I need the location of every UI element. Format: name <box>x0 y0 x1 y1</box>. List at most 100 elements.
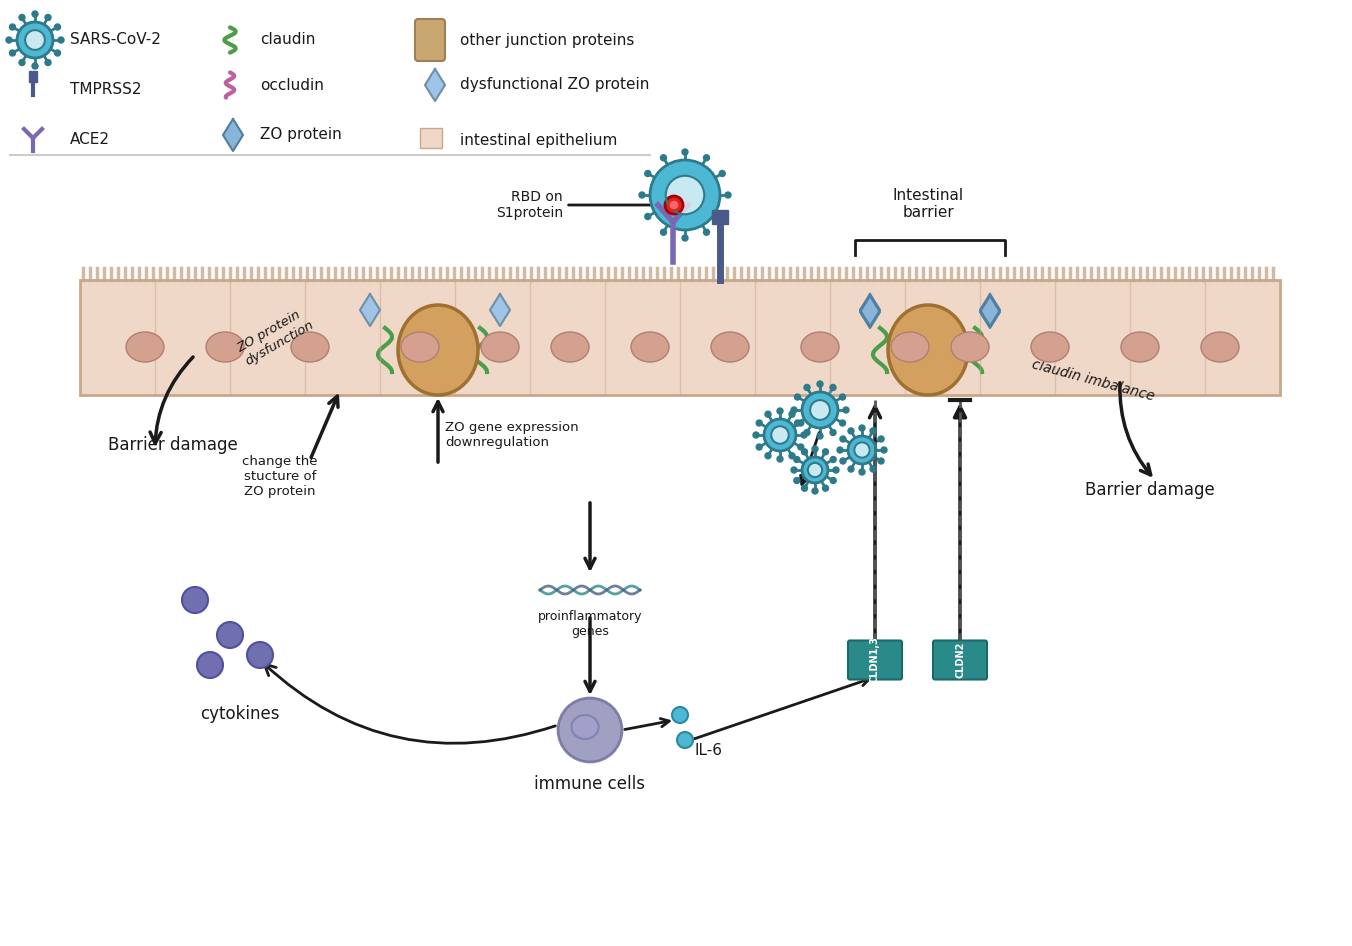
Circle shape <box>877 458 884 464</box>
Text: IL-6: IL-6 <box>695 743 723 758</box>
Circle shape <box>756 420 763 426</box>
Circle shape <box>54 24 61 30</box>
Ellipse shape <box>572 715 599 739</box>
Text: proinflammatory
genes: proinflammatory genes <box>538 610 642 638</box>
Circle shape <box>837 447 844 453</box>
Circle shape <box>854 443 869 458</box>
Circle shape <box>247 642 273 668</box>
Text: claudin imbalance: claudin imbalance <box>1030 357 1156 403</box>
Circle shape <box>661 155 667 161</box>
Ellipse shape <box>291 332 329 362</box>
Bar <box>28 71 37 82</box>
Circle shape <box>197 652 223 678</box>
Circle shape <box>765 453 771 459</box>
Circle shape <box>777 456 783 462</box>
Circle shape <box>859 425 865 431</box>
Polygon shape <box>860 296 880 328</box>
Text: claudin: claudin <box>260 32 315 47</box>
Text: RBD on
S1protein: RBD on S1protein <box>496 190 668 220</box>
Circle shape <box>822 485 829 491</box>
Text: immune cells: immune cells <box>534 775 645 793</box>
Ellipse shape <box>552 332 589 362</box>
Circle shape <box>639 192 645 198</box>
Text: SARS-CoV-2: SARS-CoV-2 <box>70 32 161 47</box>
Text: Barrier damage: Barrier damage <box>1086 481 1214 499</box>
Polygon shape <box>360 294 380 326</box>
Circle shape <box>848 466 854 472</box>
Circle shape <box>9 24 15 30</box>
Ellipse shape <box>1032 332 1069 362</box>
Ellipse shape <box>126 332 164 362</box>
Ellipse shape <box>397 305 479 395</box>
Circle shape <box>661 229 667 236</box>
Text: other junction proteins: other junction proteins <box>460 32 634 47</box>
Circle shape <box>5 37 12 43</box>
Circle shape <box>795 420 800 426</box>
Polygon shape <box>980 296 1000 328</box>
Circle shape <box>756 444 763 450</box>
Circle shape <box>869 428 876 434</box>
Circle shape <box>645 214 650 219</box>
Circle shape <box>765 412 771 417</box>
Circle shape <box>672 707 688 723</box>
Circle shape <box>753 432 758 438</box>
Text: ZO protein: ZO protein <box>260 128 342 143</box>
Circle shape <box>719 170 725 177</box>
Text: Intestinal
barrier: Intestinal barrier <box>892 187 964 220</box>
Circle shape <box>859 469 865 475</box>
Circle shape <box>822 448 829 455</box>
Circle shape <box>804 384 810 391</box>
FancyBboxPatch shape <box>848 640 902 679</box>
Polygon shape <box>860 294 880 326</box>
Circle shape <box>813 488 818 494</box>
Text: CLDN1,3: CLDN1,3 <box>869 637 880 683</box>
Text: intestinal epithelium: intestinal epithelium <box>460 132 618 148</box>
Ellipse shape <box>888 305 968 395</box>
Ellipse shape <box>481 332 519 362</box>
Circle shape <box>719 214 725 219</box>
Ellipse shape <box>800 332 840 362</box>
Circle shape <box>802 448 807 455</box>
Circle shape <box>777 408 783 414</box>
Circle shape <box>795 394 800 400</box>
Ellipse shape <box>711 332 749 362</box>
Circle shape <box>19 60 24 65</box>
Circle shape <box>798 444 804 450</box>
Circle shape <box>830 478 836 483</box>
Circle shape <box>9 50 15 56</box>
Circle shape <box>882 447 887 453</box>
Circle shape <box>869 466 876 472</box>
Bar <box>420 128 442 148</box>
Ellipse shape <box>891 332 929 362</box>
Ellipse shape <box>631 332 669 362</box>
Text: change the
stucture of
ZO protein: change the stucture of ZO protein <box>242 455 318 498</box>
Circle shape <box>830 457 836 463</box>
Polygon shape <box>425 69 445 101</box>
Text: ZO protein
dysfunction: ZO protein dysfunction <box>235 306 316 368</box>
Text: CLDN2: CLDN2 <box>955 641 965 678</box>
Circle shape <box>810 400 830 420</box>
Circle shape <box>725 192 731 198</box>
Circle shape <box>800 432 807 438</box>
Circle shape <box>54 50 61 56</box>
Circle shape <box>790 453 795 459</box>
Text: Barrier damage: Barrier damage <box>108 436 238 454</box>
Circle shape <box>703 155 710 161</box>
Circle shape <box>32 11 38 17</box>
Circle shape <box>794 478 800 483</box>
Circle shape <box>183 587 208 613</box>
Circle shape <box>804 429 810 435</box>
Circle shape <box>808 463 822 477</box>
Polygon shape <box>223 119 243 151</box>
Circle shape <box>848 428 854 434</box>
Circle shape <box>677 732 694 748</box>
Circle shape <box>665 176 704 214</box>
Circle shape <box>681 149 688 155</box>
Circle shape <box>840 420 845 426</box>
Text: occludin: occludin <box>260 78 324 93</box>
Circle shape <box>877 436 884 442</box>
Circle shape <box>833 467 840 473</box>
FancyBboxPatch shape <box>933 640 987 679</box>
Bar <box>80 280 1280 395</box>
Polygon shape <box>980 294 1000 326</box>
